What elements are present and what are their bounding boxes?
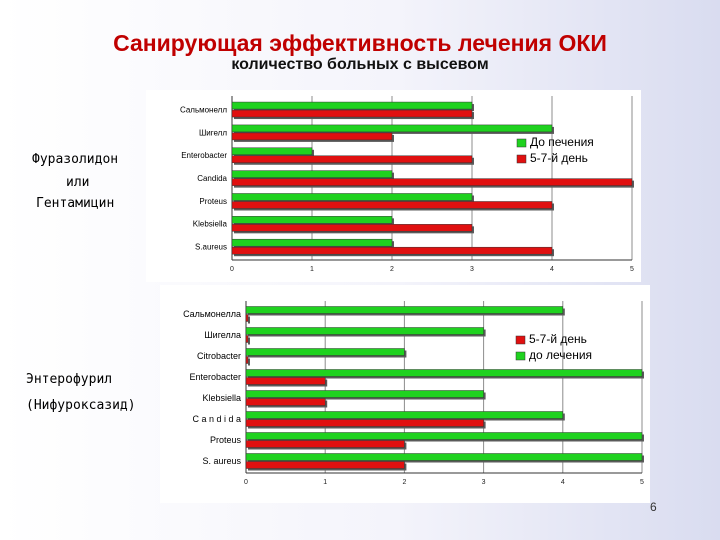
bar-green bbox=[245, 432, 643, 440]
x-tick-label: 4 bbox=[561, 479, 565, 486]
bar-red bbox=[231, 224, 473, 232]
category-label: Klebsiella bbox=[193, 220, 228, 229]
bar-red bbox=[231, 109, 473, 118]
bar-green bbox=[231, 238, 393, 247]
group-label-1-line-3: Гентамицин bbox=[36, 196, 115, 211]
bar-green bbox=[231, 216, 393, 224]
x-tick-label: 1 bbox=[323, 479, 327, 486]
slide-title: Санирующая эффективность лечения ОКИ bbox=[113, 30, 607, 56]
bar-green bbox=[245, 411, 564, 419]
bar-red bbox=[245, 461, 405, 469]
page-number: 6 bbox=[650, 500, 657, 514]
chart-panel-1: 0 1 2 3 4 5 Сальмонелл Шигелл Enterobacter Candid… bbox=[146, 90, 641, 282]
bar-red bbox=[245, 377, 326, 385]
x-tick-label: 2 bbox=[390, 266, 394, 273]
category-label: Proteus bbox=[199, 197, 227, 206]
x-tick-label: 0 bbox=[230, 266, 234, 273]
bar-green bbox=[245, 327, 484, 335]
legend-label: до лечения bbox=[529, 348, 592, 362]
bar-green bbox=[231, 101, 473, 110]
category-label: Enterobacter bbox=[189, 372, 241, 382]
bar-shadow bbox=[248, 337, 250, 345]
category-label: C a n d i d a bbox=[192, 414, 241, 424]
category-label: Сальмонелл bbox=[180, 105, 227, 114]
bar-red bbox=[231, 178, 633, 186]
category-label: Citrobacter bbox=[197, 351, 241, 361]
bar-red bbox=[231, 201, 553, 209]
bar-green bbox=[245, 390, 484, 398]
category-label: Enterobacter bbox=[181, 151, 227, 160]
bar-green bbox=[231, 147, 313, 156]
bar-green bbox=[245, 453, 643, 461]
category-label: Шигелл bbox=[199, 128, 227, 137]
bar-green bbox=[231, 170, 393, 178]
x-tick-label: 5 bbox=[630, 266, 634, 273]
bar-red bbox=[231, 132, 393, 141]
legend-swatch bbox=[516, 138, 527, 148]
category-label: Klebsiella bbox=[202, 393, 241, 403]
bar-red bbox=[231, 246, 553, 255]
category-label: Proteus bbox=[210, 435, 242, 445]
bar-red bbox=[245, 314, 249, 322]
x-tick-label: 3 bbox=[470, 266, 474, 273]
x-tick-label: 3 bbox=[482, 479, 486, 486]
category-label: S. aureus bbox=[202, 456, 241, 466]
legend-swatch bbox=[516, 154, 527, 164]
bar-red bbox=[245, 440, 405, 448]
bar-green bbox=[231, 193, 473, 201]
group-label-2-line-2: (Нифуроксазид) bbox=[26, 398, 136, 413]
bar-green bbox=[245, 306, 564, 314]
bar-red bbox=[245, 335, 249, 343]
category-label: Шигелла bbox=[204, 330, 241, 340]
bar-green bbox=[245, 348, 405, 356]
legend-label: До печения bbox=[530, 135, 594, 149]
legend-swatch bbox=[515, 335, 526, 345]
category-label: Candida bbox=[197, 174, 227, 183]
legend-swatch bbox=[515, 351, 526, 361]
x-tick-label: 1 bbox=[310, 266, 314, 273]
category-label: S.aureus bbox=[195, 243, 227, 252]
chart-1: 0 1 2 3 4 5 Сальмонелл Шигелл Enterobacter Candid… bbox=[180, 96, 634, 273]
bar-red bbox=[231, 155, 473, 164]
x-tick-label: 4 bbox=[550, 266, 554, 273]
x-tick-label: 0 bbox=[244, 479, 248, 486]
chart-panel-2: 0 1 2 3 4 5 Сальмонелла Шигелла Citrobacter Enter… bbox=[160, 285, 650, 503]
bar-shadow bbox=[248, 316, 250, 324]
x-tick-label: 5 bbox=[640, 479, 644, 486]
bar-green bbox=[231, 124, 553, 133]
legend-label: 5-7-й день bbox=[530, 151, 588, 165]
x-tick-label: 2 bbox=[402, 479, 406, 486]
bar-red bbox=[245, 419, 484, 427]
group-label-1-line-2: или bbox=[66, 175, 90, 190]
group-label-2-line-1: Энтерофурил bbox=[26, 372, 113, 387]
category-label: Сальмонелла bbox=[183, 309, 241, 319]
group-label-1-line-1: Фуразолидон bbox=[32, 152, 119, 167]
slide-subtitle: количество больных с высевом bbox=[231, 56, 489, 73]
bar-red bbox=[245, 356, 249, 364]
bar-shadow bbox=[248, 358, 250, 366]
bar-red bbox=[245, 398, 326, 406]
bar-green bbox=[245, 369, 643, 377]
chart-2: 0 1 2 3 4 5 Сальмонелла Шигелла Citrobacter Enter… bbox=[183, 301, 644, 486]
legend-label: 5-7-й день bbox=[529, 332, 587, 346]
